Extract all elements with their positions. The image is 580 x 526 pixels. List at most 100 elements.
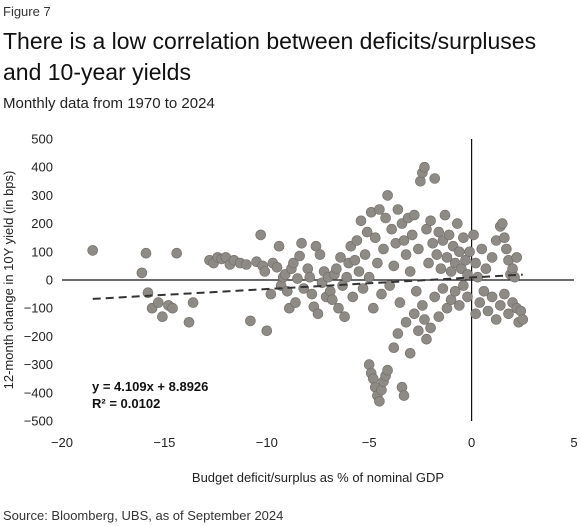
- data-point: [458, 232, 469, 243]
- data-point: [294, 250, 305, 262]
- data-point: [398, 235, 410, 246]
- trend-equation: y = 4.109x + 8.8926: [92, 379, 208, 394]
- data-point: [435, 263, 447, 275]
- data-point: [443, 229, 455, 241]
- data-point: [425, 322, 436, 334]
- y-tick-label: 0: [46, 273, 53, 288]
- x-tick-label: 0: [468, 435, 475, 450]
- x-tick-label: −5: [362, 435, 377, 450]
- data-point: [372, 257, 383, 269]
- data-point: [392, 328, 404, 339]
- data-point: [460, 254, 471, 266]
- data-point: [400, 249, 412, 260]
- data-point: [445, 266, 457, 277]
- data-point: [486, 291, 498, 303]
- data-point: [273, 240, 285, 252]
- data-point: [333, 302, 344, 314]
- data-point: [451, 218, 463, 229]
- data-point: [404, 347, 416, 359]
- data-point: [312, 308, 324, 320]
- data-point: [499, 232, 510, 243]
- data-point: [439, 209, 451, 221]
- data-point: [408, 308, 420, 320]
- data-point: [496, 218, 508, 229]
- data-point: [378, 243, 389, 255]
- data-point: [382, 364, 393, 376]
- data-point: [486, 252, 498, 263]
- data-point: [363, 271, 375, 283]
- data-point: [388, 342, 400, 354]
- y-tick-label: 400: [31, 160, 53, 175]
- data-point: [255, 229, 267, 241]
- data-point: [335, 252, 346, 263]
- data-point: [429, 173, 441, 184]
- data-point: [511, 252, 523, 263]
- data-point: [480, 263, 492, 275]
- data-point: [290, 297, 301, 308]
- data-point: [245, 315, 256, 327]
- data-point: [476, 243, 488, 255]
- data-point: [369, 232, 381, 243]
- data-point: [474, 297, 486, 308]
- data-point: [445, 294, 457, 306]
- data-point: [453, 246, 465, 258]
- data-point: [431, 249, 443, 260]
- data-point: [153, 297, 164, 308]
- data-point: [359, 249, 371, 260]
- data-point: [386, 223, 398, 235]
- data-point: [419, 161, 430, 173]
- data-point: [417, 300, 428, 311]
- data-point: [478, 285, 490, 297]
- y-tick-label: −100: [24, 301, 53, 316]
- data-point: [167, 302, 178, 314]
- data-point: [292, 273, 303, 284]
- data-point: [410, 285, 422, 297]
- data-point: [367, 302, 379, 314]
- y-tick-label: 100: [31, 244, 53, 259]
- data-point: [449, 285, 461, 297]
- x-axis-title: Budget deficit/surplus as % of nominal G…: [192, 470, 444, 485]
- data-point: [509, 271, 520, 283]
- data-point: [376, 288, 387, 300]
- data-point: [421, 333, 432, 345]
- data-point: [400, 316, 412, 328]
- chart-subtitle: Monthly data from 1970 to 2024: [3, 95, 215, 112]
- data-point: [265, 288, 277, 300]
- data-point: [423, 257, 434, 269]
- data-point: [331, 263, 342, 275]
- data-point: [470, 308, 482, 320]
- data-point: [171, 247, 182, 259]
- data-point: [453, 300, 465, 311]
- data-point: [374, 395, 385, 407]
- data-point: [183, 316, 195, 328]
- data-point: [241, 259, 252, 270]
- data-point: [462, 291, 473, 303]
- data-point: [326, 294, 338, 306]
- data-point: [259, 266, 271, 277]
- data-point: [419, 314, 430, 325]
- data-point: [394, 297, 406, 308]
- figure-label: Figure 7: [3, 4, 51, 19]
- trendline: [92, 273, 523, 300]
- data-point: [271, 261, 283, 273]
- y-tick-label: −500: [24, 414, 53, 429]
- data-point: [382, 190, 393, 201]
- data-point: [388, 260, 400, 272]
- data-point: [425, 215, 436, 227]
- data-point: [349, 254, 361, 266]
- data-point: [353, 266, 365, 277]
- y-tick-label: 200: [31, 216, 53, 231]
- data-point: [288, 257, 299, 269]
- data-point: [468, 229, 479, 241]
- data-point: [421, 223, 432, 235]
- data-point: [157, 311, 168, 323]
- tick-labels: 5004003002001000−100−200−300−400−500−20−…: [24, 132, 578, 451]
- data-point: [87, 245, 98, 256]
- data-point: [339, 311, 350, 323]
- data-point: [392, 204, 404, 215]
- data-point: [314, 249, 326, 260]
- data-point: [433, 311, 445, 323]
- y-tick-label: 300: [31, 188, 53, 203]
- data-point: [351, 235, 363, 246]
- data-point: [357, 283, 369, 294]
